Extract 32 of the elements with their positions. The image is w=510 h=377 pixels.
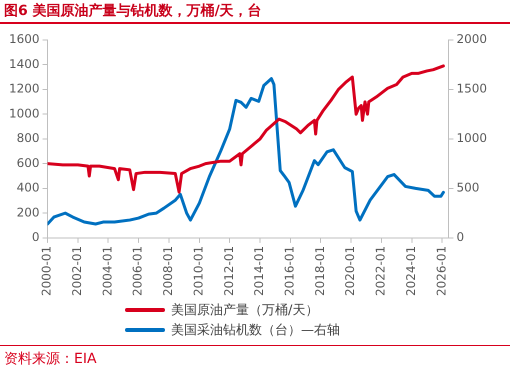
y2-tick-label: 0	[456, 230, 464, 244]
y-tick-label: 800	[16, 131, 40, 146]
y2-tick-label: 500	[456, 180, 480, 195]
legend-label: 美国原油产量（万桶/天）	[171, 302, 318, 319]
x-tick-label: 2022-01	[374, 246, 388, 296]
legend-label: 美国采油钻机数（台）—右轴	[171, 322, 340, 339]
x-tick-label: 2018-01	[312, 246, 327, 296]
x-tick-label: 2014-01	[252, 246, 266, 296]
x-tick-label: 2016-01	[282, 246, 296, 296]
text: 资料来源：EIA	[0, 345, 510, 372]
y-tick-label: 1400	[8, 56, 40, 71]
x-tick-label: 2012-01	[222, 246, 236, 296]
y2-tick-label: 1500	[456, 82, 488, 96]
x-tick-label: 2002-01	[70, 246, 84, 296]
x-tick-label: 2008-01	[161, 246, 176, 296]
x-tick-label: 2000-01	[40, 246, 54, 296]
x-tick-label: 2010-01	[191, 246, 206, 296]
y-tick-label: 600	[16, 156, 40, 170]
y-tick-label: 1200	[8, 82, 40, 96]
x-tick-label: 2026-01	[434, 246, 448, 296]
x-tick-label: 2004-01	[100, 246, 114, 296]
y-tick-label: 0	[32, 230, 40, 244]
y-tick-label: 400	[16, 180, 40, 195]
y-tick-label: 200	[16, 205, 40, 220]
y2-tick-label: 2000	[456, 32, 488, 46]
chart-title: 图6 美国原油产量与钻机数，万桶/天，台	[0, 0, 510, 24]
y-tick-label: 1000	[8, 106, 40, 120]
x-tick-label: 2020-01	[343, 246, 358, 296]
x-tick-label: 2024-01	[404, 246, 418, 296]
y-tick-label: 1600	[8, 32, 40, 46]
y2-tick-label: 1000	[456, 131, 488, 146]
x-tick-label: 2006-01	[130, 246, 145, 296]
